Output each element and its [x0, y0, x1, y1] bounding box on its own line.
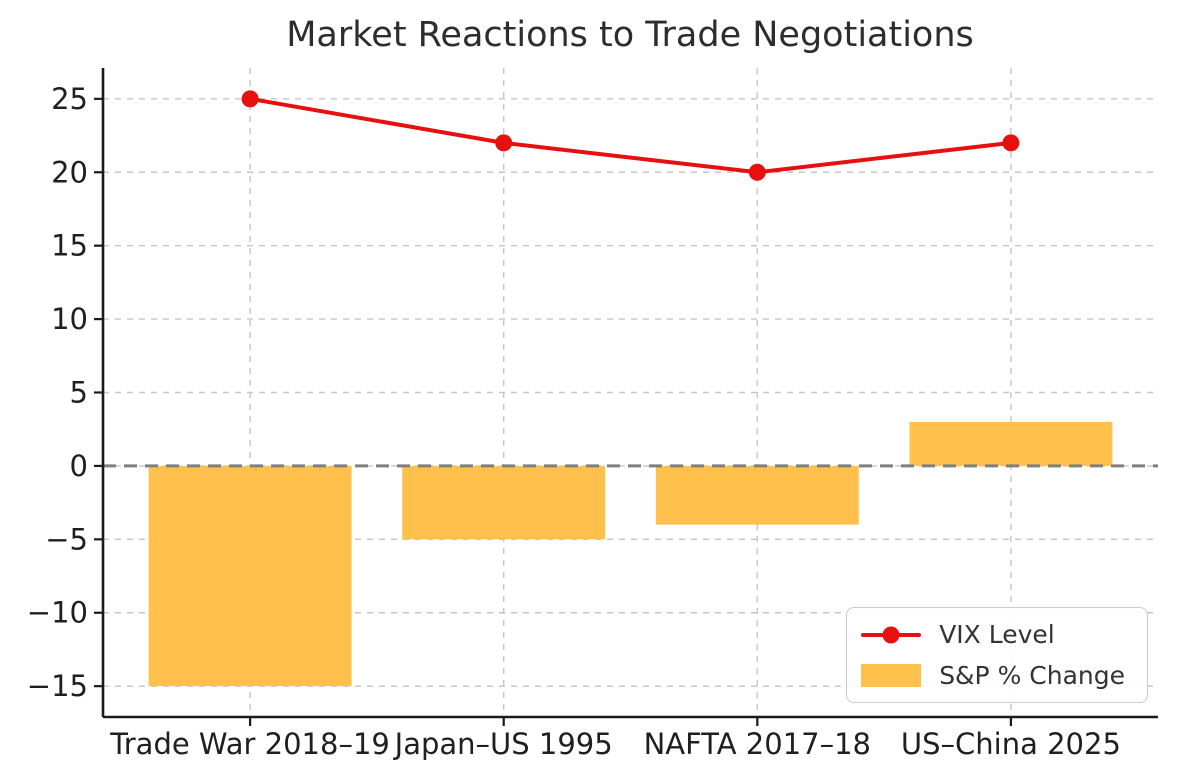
vix-marker: [495, 134, 513, 152]
vix-marker: [748, 163, 766, 181]
vix-marker: [1002, 134, 1020, 152]
vix-marker: [241, 90, 259, 108]
legend: VIX Level S&P % Change: [846, 607, 1148, 703]
legend-label-vix: VIX Level: [939, 620, 1055, 649]
legend-bar-swatch: [861, 664, 922, 687]
bar-sp-change: [909, 421, 1113, 466]
bar-sp-change: [402, 465, 606, 540]
y-tick-label: 20: [51, 155, 88, 189]
y-tick-label: 25: [51, 82, 88, 116]
chart-title: Market Reactions to Trade Negotiations: [286, 15, 974, 55]
bar-sp-change: [655, 465, 859, 525]
x-tick-label: US–China 2025: [901, 727, 1121, 761]
y-tick-label: 15: [51, 229, 88, 263]
y-tick-label: 0: [70, 449, 88, 483]
y-tick-label: 5: [70, 376, 88, 410]
y-tick-label: 10: [51, 302, 88, 336]
legend-label-sp: S&P % Change: [939, 661, 1125, 690]
legend-item-sp: S&P % Change: [861, 661, 1125, 690]
legend-line-marker-icon: [882, 626, 900, 643]
y-tick-label: −15: [27, 669, 88, 703]
y-tick-label: −10: [27, 596, 88, 630]
vix-line: [249, 96, 1012, 175]
legend-item-vix: VIX Level: [861, 620, 1125, 649]
bar-sp-change: [148, 465, 352, 687]
x-tick-label: Japan–US 1995: [393, 727, 613, 761]
x-tick-label: NAFTA 2017–18: [644, 727, 871, 761]
x-tick-label: Trade War 2018–19: [109, 727, 390, 761]
y-tick-label: −5: [45, 522, 88, 556]
legend-line-sample: [861, 626, 922, 643]
